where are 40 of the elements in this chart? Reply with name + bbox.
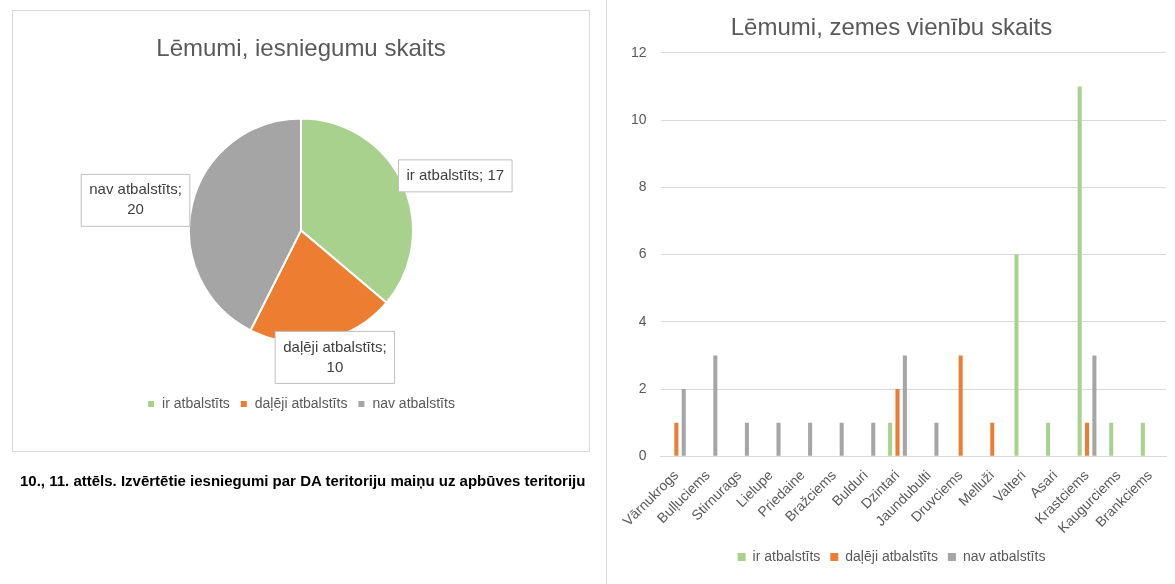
- bar: [990, 422, 995, 456]
- legend-label: nav atbalstīts: [962, 547, 1046, 564]
- bar: [839, 422, 844, 456]
- text: 10., 11. attēls. Izvērtētie iesniegumi par DA teritoriju maiņu uz apbūves teritoriju: [20, 471, 587, 491]
- bar: [871, 422, 876, 456]
- chart-title: Lēmumi, zemes vienību skaits: [730, 13, 1053, 41]
- bar: [1085, 422, 1090, 456]
- data-label: daļēji atbalstīts; 10: [283, 337, 387, 375]
- bar: [1140, 422, 1145, 456]
- y-tick-label: 4: [638, 312, 647, 329]
- legend-label: daļēji atbalstīts: [254, 394, 348, 411]
- data-label: nav atbalstīts; 20: [89, 180, 182, 218]
- y-tick-label: 8: [638, 178, 647, 195]
- bar: [902, 355, 907, 456]
- y-tick-label: 10: [630, 110, 647, 127]
- bar: [1046, 422, 1051, 456]
- chart-title: Lēmumi, iesniegumu skaits: [156, 34, 446, 62]
- legend-label: ir atbalstīts: [752, 547, 821, 564]
- y-tick-label: 2: [638, 379, 647, 396]
- y-tick-label: 0: [638, 447, 647, 464]
- bar: [1109, 422, 1114, 456]
- bar: [1077, 86, 1082, 456]
- legend-label: nav atbalstīts: [372, 394, 455, 411]
- bar: [958, 355, 963, 456]
- bar: [713, 355, 718, 456]
- bar: [674, 422, 679, 456]
- y-tick-label: 12: [630, 43, 647, 60]
- bar: [888, 422, 893, 456]
- bar: [895, 389, 900, 456]
- bar: [1014, 254, 1019, 456]
- legend-label: daļēji atbalstīts: [845, 547, 938, 564]
- bar: [1092, 355, 1097, 456]
- legend-label: ir atbalstīts: [162, 394, 230, 411]
- bar: [934, 422, 939, 456]
- data-label: ir atbalstīts; 17: [406, 165, 505, 183]
- bar: [808, 422, 813, 456]
- bar: [776, 422, 781, 456]
- bar: [744, 422, 749, 456]
- bar: [681, 389, 686, 456]
- y-tick-label: 6: [638, 245, 647, 262]
